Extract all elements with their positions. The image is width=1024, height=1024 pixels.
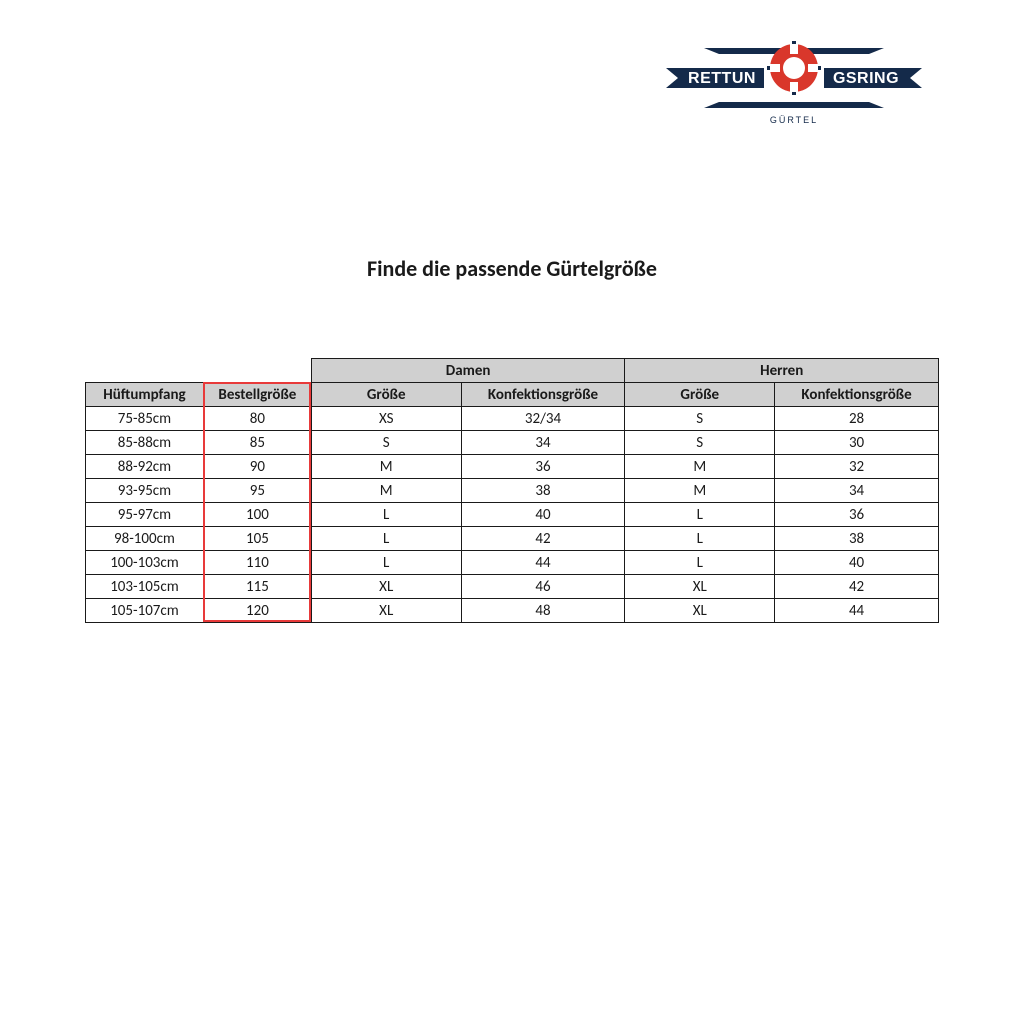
table-cell: 115 xyxy=(203,575,311,599)
table-cell: 28 xyxy=(775,407,939,431)
brand-logo: RETTUN GSRING GÜRTEL xyxy=(664,30,924,140)
table-cell: 105-107cm xyxy=(86,599,204,623)
table-cell: 42 xyxy=(775,575,939,599)
table-cell: 38 xyxy=(775,527,939,551)
table-cell: 30 xyxy=(775,431,939,455)
col-header: Hüftumpfang xyxy=(86,383,204,407)
table-row: 103-105cm115XL46XL42 xyxy=(86,575,939,599)
table-cell: L xyxy=(625,527,775,551)
col-header: Konfektionsgröße xyxy=(775,383,939,407)
table-cell: 103-105cm xyxy=(86,575,204,599)
table-row: 75-85cm80XS32/34S28 xyxy=(86,407,939,431)
group-header-row: Damen Herren xyxy=(86,359,939,383)
table-cell: 46 xyxy=(461,575,625,599)
table-cell: 75-85cm xyxy=(86,407,204,431)
sub-header-row: Hüftumpfang Bestellgröße Größe Konfektio… xyxy=(86,383,939,407)
table-cell: L xyxy=(311,551,461,575)
table-cell: 36 xyxy=(461,455,625,479)
table-cell: L xyxy=(625,551,775,575)
table-cell: 34 xyxy=(461,431,625,455)
logo-text-right: GSRING xyxy=(833,70,899,87)
table-row: 98-100cm105L42L38 xyxy=(86,527,939,551)
table-cell: 48 xyxy=(461,599,625,623)
table-cell: M xyxy=(311,479,461,503)
rettungsring-logo-icon: RETTUN GSRING GÜRTEL xyxy=(664,30,924,140)
table-cell: 40 xyxy=(461,503,625,527)
table-cell: 85-88cm xyxy=(86,431,204,455)
table-cell: 90 xyxy=(203,455,311,479)
col-header: Bestellgröße xyxy=(203,383,311,407)
table-row: 95-97cm100L40L36 xyxy=(86,503,939,527)
table-cell: 110 xyxy=(203,551,311,575)
table-cell: L xyxy=(625,503,775,527)
table-cell: 93-95cm xyxy=(86,479,204,503)
table-cell: 120 xyxy=(203,599,311,623)
table-cell: 38 xyxy=(461,479,625,503)
table-cell: 85 xyxy=(203,431,311,455)
table-cell: XL xyxy=(311,599,461,623)
table-cell: M xyxy=(625,455,775,479)
col-header: Konfektionsgröße xyxy=(461,383,625,407)
table-cell: 44 xyxy=(461,551,625,575)
table-cell: M xyxy=(311,455,461,479)
table-cell: S xyxy=(625,431,775,455)
table-cell: L xyxy=(311,527,461,551)
table-cell: 95-97cm xyxy=(86,503,204,527)
col-header: Größe xyxy=(311,383,461,407)
logo-text-left: RETTUN xyxy=(688,70,756,87)
table-cell: 36 xyxy=(775,503,939,527)
logo-subtext: GÜRTEL xyxy=(770,115,818,125)
table-cell: XL xyxy=(625,599,775,623)
table-cell: S xyxy=(625,407,775,431)
size-table-container: Damen Herren Hüftumpfang Bestellgröße Gr… xyxy=(85,358,939,623)
table-cell: XS xyxy=(311,407,461,431)
table-cell: 100 xyxy=(203,503,311,527)
table-cell: S xyxy=(311,431,461,455)
page-title: Finde die passende Gürtelgröße xyxy=(0,255,1024,282)
table-cell: 42 xyxy=(461,527,625,551)
table-row: 100-103cm110L44L40 xyxy=(86,551,939,575)
table-row: 85-88cm85S34S30 xyxy=(86,431,939,455)
table-row: 93-95cm95M38M34 xyxy=(86,479,939,503)
group-header-damen: Damen xyxy=(311,359,625,383)
table-cell: XL xyxy=(311,575,461,599)
table-cell: 32 xyxy=(775,455,939,479)
table-cell: 105 xyxy=(203,527,311,551)
table-cell: 32/34 xyxy=(461,407,625,431)
table-cell: 98-100cm xyxy=(86,527,204,551)
group-header-herren: Herren xyxy=(625,359,939,383)
table-cell: 44 xyxy=(775,599,939,623)
table-cell: 80 xyxy=(203,407,311,431)
table-cell: 88-92cm xyxy=(86,455,204,479)
col-header: Größe xyxy=(625,383,775,407)
table-cell: 34 xyxy=(775,479,939,503)
table-cell: 40 xyxy=(775,551,939,575)
table-cell: M xyxy=(625,479,775,503)
table-cell: L xyxy=(311,503,461,527)
table-cell: XL xyxy=(625,575,775,599)
table-cell: 100-103cm xyxy=(86,551,204,575)
table-row: 88-92cm90M36M32 xyxy=(86,455,939,479)
size-table: Damen Herren Hüftumpfang Bestellgröße Gr… xyxy=(85,358,939,623)
table-cell: 95 xyxy=(203,479,311,503)
table-row: 105-107cm120XL48XL44 xyxy=(86,599,939,623)
